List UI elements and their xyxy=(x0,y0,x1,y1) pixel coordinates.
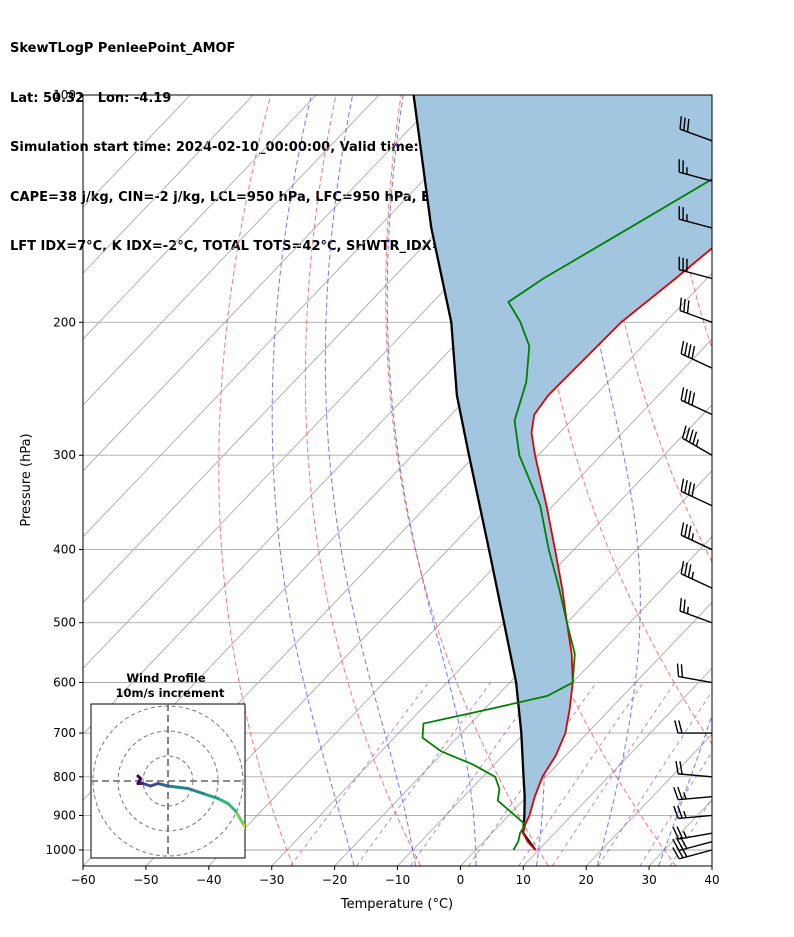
y-tick-label: 400 xyxy=(53,543,76,557)
isotherm-gridline xyxy=(83,95,506,538)
x-tick-label: 10 xyxy=(516,873,531,887)
location-line: Lat: 50.32 Lon: -4.19 xyxy=(10,90,172,106)
moist-adiabat xyxy=(271,95,355,866)
isotherm-gridline xyxy=(83,95,254,274)
x-tick-label: 40 xyxy=(704,873,719,887)
dry-adiabat xyxy=(530,95,712,745)
x-tick-label: −40 xyxy=(196,873,221,887)
y-tick-label: 500 xyxy=(53,616,76,630)
mixing-ratio-line xyxy=(290,682,429,866)
wind-barb xyxy=(679,116,713,142)
hodograph-segment xyxy=(156,782,170,788)
y-tick-label: 1000 xyxy=(45,843,76,857)
y-tick-label: 900 xyxy=(53,808,76,822)
isotherm-gridline xyxy=(522,667,712,866)
wind-barb xyxy=(678,256,713,280)
hodograph-ring xyxy=(92,705,244,857)
inset-title-line2: 10m/s increment xyxy=(116,686,225,700)
hodograph-segment xyxy=(166,784,190,790)
moist-adiabat xyxy=(574,95,641,866)
hodograph-segment xyxy=(186,787,205,795)
dry-adiabat xyxy=(727,95,794,866)
dewpoint-line xyxy=(421,178,712,851)
isotherm-gridline xyxy=(585,733,712,866)
wind-barb xyxy=(681,425,713,456)
wind-barb xyxy=(680,387,713,416)
mixing-ratio-line xyxy=(355,682,492,866)
wind-barb xyxy=(675,760,713,778)
wind-barb xyxy=(672,826,713,840)
moist-adiabat xyxy=(386,95,477,866)
wind-barb xyxy=(680,340,713,369)
x-tick-label: 30 xyxy=(641,873,656,887)
wind-barb xyxy=(678,159,713,182)
x-axis-label: Temperature (°C) xyxy=(340,897,453,912)
x-tick-label: −50 xyxy=(133,873,158,887)
moist-adiabat xyxy=(720,95,794,866)
wind-barb xyxy=(673,786,713,801)
y-tick-label: 100 xyxy=(53,88,76,102)
isotherm-gridline xyxy=(83,95,317,340)
x-tick-label: −10 xyxy=(385,873,410,887)
isotherm-gridline xyxy=(711,865,712,866)
x-tick-label: 20 xyxy=(579,873,594,887)
x-tick-label: 0 xyxy=(457,873,465,887)
y-tick-label: 800 xyxy=(53,770,76,784)
y-tick-label: 200 xyxy=(53,315,76,329)
inset-title-line1: Wind Profile xyxy=(126,671,206,685)
hodograph-segment xyxy=(234,809,245,825)
hodograph-ring xyxy=(142,755,194,807)
hodograph-segment xyxy=(241,822,245,830)
title-line: SkewTLogP PenleePoint_AMOF xyxy=(10,41,236,56)
y-axis-label: Pressure (hPa) xyxy=(19,433,34,526)
hodograph-segment xyxy=(216,797,230,805)
dry-adiabat xyxy=(385,95,549,866)
moist-adiabat xyxy=(324,95,416,866)
mixing-ratio-line xyxy=(409,682,542,866)
wind-barb xyxy=(678,206,713,229)
wind-barb xyxy=(680,560,713,589)
wind-barb xyxy=(680,522,713,551)
hodograph-segment xyxy=(136,774,142,780)
cape-shading xyxy=(413,95,712,850)
x-tick-label: −20 xyxy=(322,873,347,887)
y-tick-label: 700 xyxy=(53,726,76,740)
hodograph-segment xyxy=(226,802,237,813)
hodograph-segment xyxy=(201,792,220,800)
x-tick-label: −60 xyxy=(70,873,95,887)
isotherm-gridline xyxy=(334,470,712,866)
isotherm-gridline xyxy=(208,338,712,866)
mixing-ratio-line xyxy=(597,690,712,866)
moist-adiabat xyxy=(658,713,712,866)
isotherm-gridline xyxy=(83,95,443,472)
wind-barb xyxy=(679,297,713,323)
mixing-ratio-line xyxy=(639,750,712,866)
dry-adiabat xyxy=(304,95,422,866)
wind-barb xyxy=(674,720,712,734)
isotherm-gridline xyxy=(83,95,380,406)
temperature-line xyxy=(522,247,712,851)
hodograph-ring xyxy=(117,730,219,832)
wind-barb xyxy=(680,478,713,507)
y-tick-label: 300 xyxy=(53,448,76,462)
wind-barb xyxy=(672,836,713,852)
wind-barb xyxy=(676,663,713,684)
y-tick-label: 600 xyxy=(53,676,76,690)
wind-barb xyxy=(679,598,713,624)
dry-adiabat xyxy=(218,95,294,866)
isotherm-gridline xyxy=(397,536,712,866)
wind-barb xyxy=(673,805,713,820)
x-tick-label: −30 xyxy=(259,873,284,887)
parcel-profile-line xyxy=(412,95,537,851)
isotherm-gridline xyxy=(460,601,712,866)
dry-adiabat xyxy=(596,95,712,564)
isotherm-gridline xyxy=(271,404,712,866)
